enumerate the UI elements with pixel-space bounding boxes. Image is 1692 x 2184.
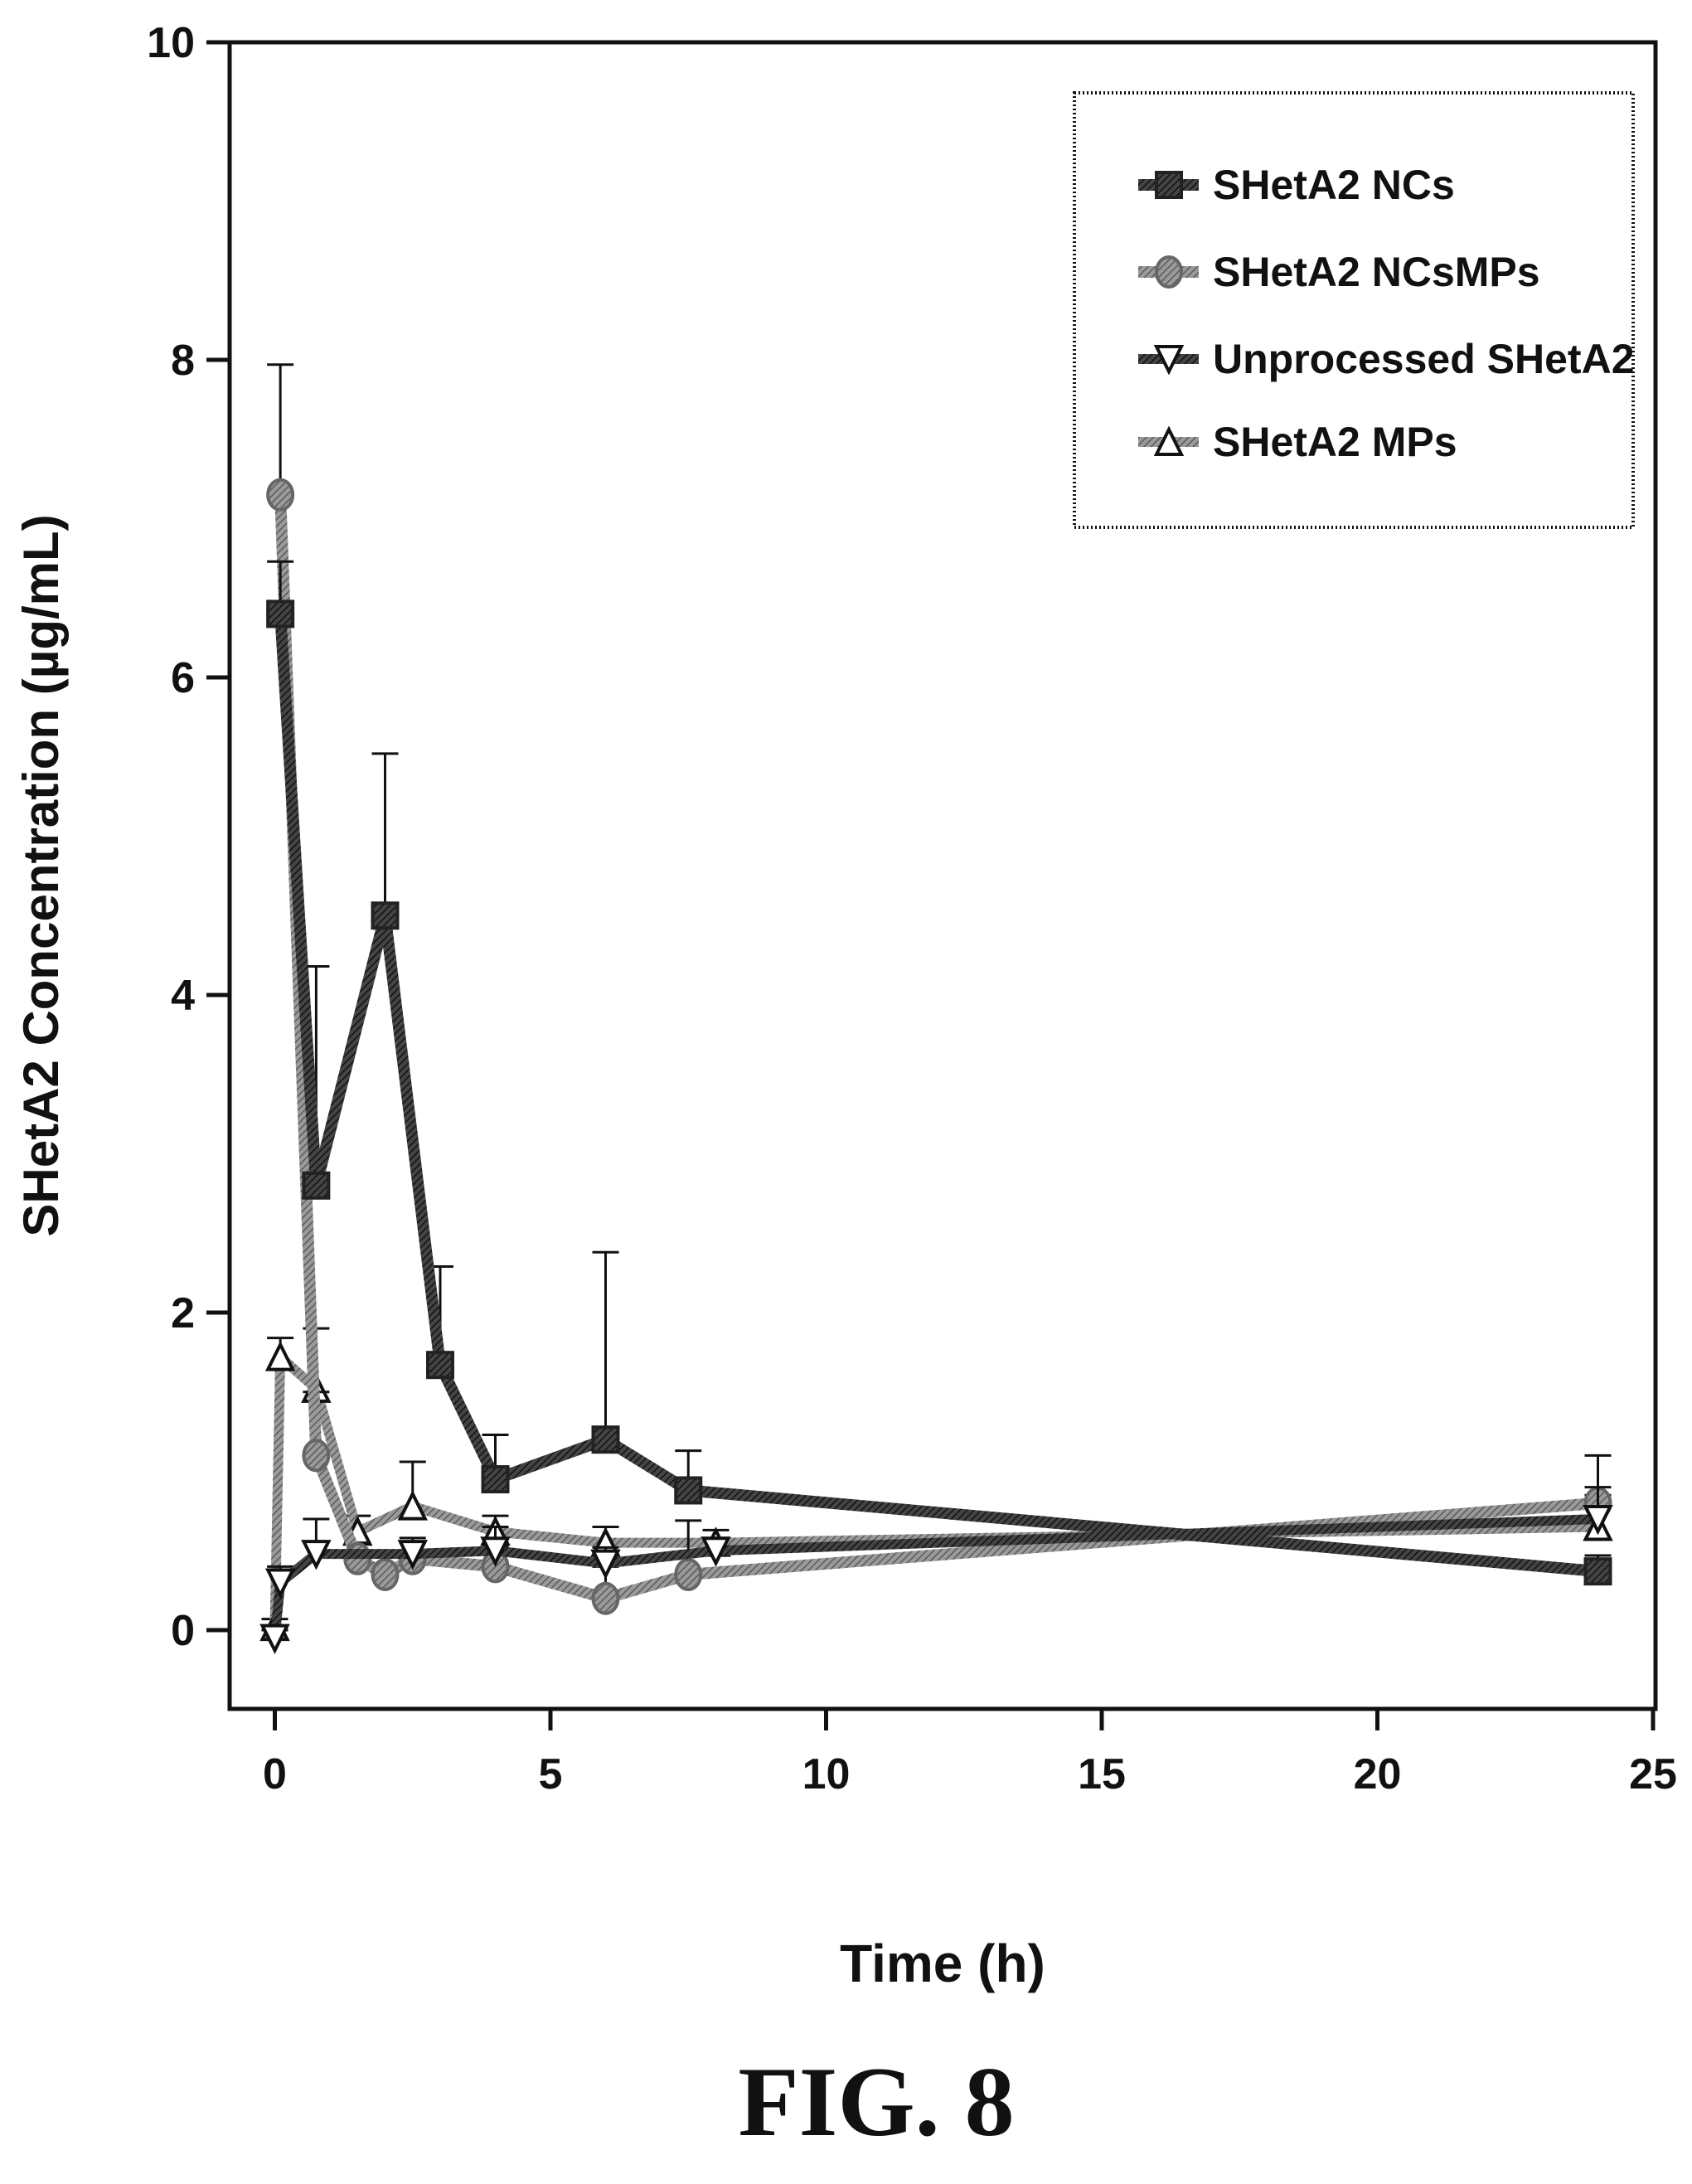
legend-marker	[1153, 425, 1185, 456]
legend-marker	[1155, 255, 1183, 289]
data-point	[591, 1581, 620, 1615]
y-tick-label: 8	[171, 337, 195, 385]
legend-marker	[1153, 345, 1185, 376]
y-axis: 0 2 4 6 8 10	[147, 19, 230, 1655]
y-tick-label: 6	[171, 654, 195, 702]
y-tick-label: 10	[147, 19, 195, 67]
data-point	[1583, 1557, 1612, 1586]
x-axis: 0 5 10 15 20 25	[263, 1709, 1677, 1798]
data-point	[301, 1540, 332, 1570]
data-point	[590, 1549, 621, 1580]
y-tick-label: 0	[171, 1607, 195, 1655]
data-point	[302, 1171, 331, 1200]
legend-label: Unprocessed SHetA2	[1213, 336, 1635, 382]
data-point	[426, 1351, 454, 1380]
series-line	[274, 613, 1599, 1578]
data-point	[266, 478, 295, 512]
data-point	[371, 901, 400, 930]
series-2	[259, 1486, 1613, 1655]
data-point	[302, 1439, 331, 1473]
data-point	[591, 1425, 620, 1454]
data-point	[264, 1341, 296, 1371]
legend-label: SHetA2 NCs	[1213, 162, 1455, 208]
y-tick-label: 4	[171, 972, 195, 1020]
data-point	[397, 1490, 428, 1521]
data-point	[1583, 1504, 1613, 1536]
data-point	[674, 1557, 703, 1591]
plot-area	[227, 40, 1658, 1711]
x-tick-label: 15	[1078, 1750, 1126, 1798]
y-tick-label: 2	[171, 1289, 195, 1337]
y-axis-title: SHetA2 Concentration (µg/mL)	[13, 514, 69, 1236]
legend-label: SHetA2 MPs	[1213, 419, 1457, 465]
legend-marker	[1155, 171, 1183, 199]
data-point	[674, 1476, 703, 1505]
data-point	[259, 1623, 290, 1655]
x-tick-label: 20	[1354, 1750, 1402, 1798]
data-point	[480, 1536, 511, 1567]
series-0	[266, 560, 1612, 1586]
data-point	[481, 1465, 510, 1494]
legend: SHetA2 NCs SHetA2 NCsMPs Unprocessed SHetA…	[1073, 91, 1635, 529]
x-tick-label: 10	[802, 1750, 851, 1798]
series-3	[259, 1327, 1613, 1642]
x-axis-title: Time (h)	[840, 1934, 1045, 1993]
x-tick-label: 25	[1629, 1750, 1677, 1798]
legend-label: SHetA2 NCsMPs	[1213, 249, 1540, 295]
data-point	[264, 1568, 296, 1599]
series-line	[269, 1352, 1598, 1628]
figure-caption: FIG. 8	[738, 2046, 1014, 2157]
x-tick-label: 0	[263, 1750, 287, 1798]
x-tick-label: 5	[539, 1750, 563, 1798]
series-layer	[259, 363, 1613, 1655]
data-point	[701, 1536, 731, 1567]
data-point	[266, 599, 295, 629]
data-point	[371, 1557, 400, 1591]
data-point	[397, 1540, 428, 1570]
